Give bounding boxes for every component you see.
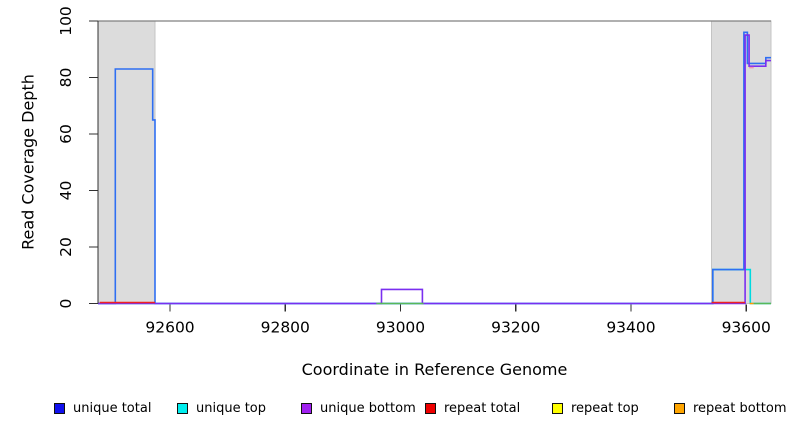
series-unique-top — [98, 268, 771, 305]
y-tick-label: 40 — [57, 181, 75, 201]
legend-item-repeat-total: repeat total — [425, 401, 520, 416]
x-tick-label: 93600 — [722, 319, 771, 337]
series-unique-total — [98, 31, 771, 305]
left-highlight-region — [97, 20, 156, 304]
repeat-bottom-swatch-icon — [674, 403, 685, 414]
series-unique-bottom — [98, 34, 771, 305]
y-tick-label: 0 — [57, 299, 75, 309]
unique-top-swatch-icon — [177, 403, 188, 414]
legend-label: repeat total — [444, 401, 521, 416]
x-axis-label: Coordinate in Reference Genome — [301, 360, 568, 379]
unique-bottom-swatch-icon — [301, 403, 312, 414]
x-tick-label: 93200 — [491, 319, 540, 337]
x-tick-label: 93000 — [376, 319, 425, 337]
x-tick-label: 92800 — [261, 319, 310, 337]
y-tick-label: 60 — [57, 124, 75, 144]
repeat-top-swatch-icon — [552, 403, 563, 414]
x-tick-label: 92600 — [145, 319, 194, 337]
y-axis-label: Read Coverage Depth — [18, 74, 38, 250]
unique-total-swatch-icon — [54, 403, 65, 414]
legend-item-repeat-top: repeat top — [552, 401, 639, 416]
legend-label: unique top — [196, 401, 267, 416]
legend-item-unique-top: unique top — [177, 401, 266, 416]
right-highlight-region — [711, 20, 772, 304]
x-tick-label: 93400 — [606, 319, 655, 337]
legend-label: repeat bottom — [693, 401, 787, 416]
legend-label: unique bottom — [320, 401, 416, 416]
y-tick-label: 80 — [57, 68, 75, 88]
legend-item-repeat-bottom: repeat bottom — [674, 401, 787, 416]
y-tick-label: 100 — [57, 6, 75, 36]
legend-label: unique total — [73, 401, 152, 416]
legend-label: repeat top — [571, 401, 639, 416]
y-tick-label: 20 — [57, 237, 75, 257]
legend-item-unique-bottom: unique bottom — [301, 401, 416, 416]
repeat-total-swatch-icon — [425, 403, 436, 414]
legend-item-unique-total: unique total — [54, 401, 151, 416]
